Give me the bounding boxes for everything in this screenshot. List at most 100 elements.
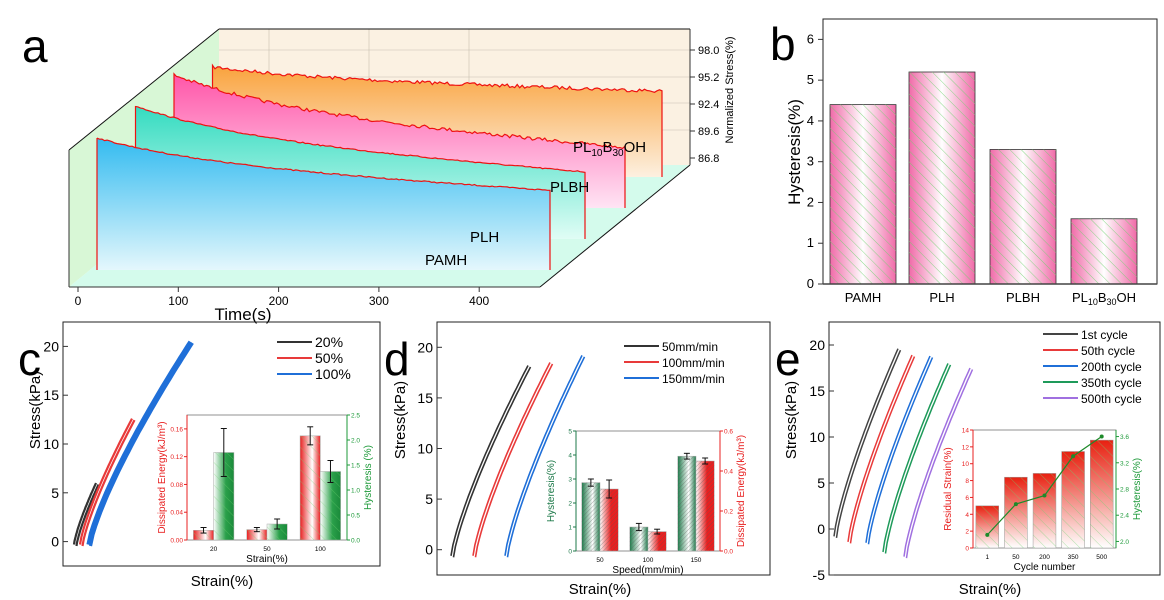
z-tick-label: 89.6 (698, 126, 719, 138)
inset-bar-hatch (213, 452, 234, 540)
curve-150mm-min-unloading (506, 356, 586, 558)
series-label-pamh: PAMH (425, 252, 467, 269)
inset-y2-tick-label: 0.4 (724, 469, 733, 476)
inset-x-tick-label: 500 (1096, 554, 1107, 561)
inset-y2-axis-label: Dissipated Energy(kJ/m³) (736, 435, 747, 547)
panel-label-e: e (775, 333, 801, 385)
inset-y-tick-label: 0 (965, 546, 969, 553)
inset-point-hysteresis (1013, 502, 1018, 507)
inset-y-tick-label: 2 (568, 501, 572, 508)
curve-150mm-min-loading (504, 355, 583, 556)
curve-100pct-unloading (88, 342, 194, 547)
inset-point-hysteresis (985, 532, 990, 537)
inset-y-tick-label: 0.00 (170, 538, 183, 545)
legend-label: 100mm/min (662, 356, 725, 370)
inset-y-tick-label: 0.16 (170, 426, 183, 433)
bar-hatch (1071, 218, 1137, 284)
z-tick-label: 86.8 (698, 153, 719, 165)
series-label-pl10b30oh: PL10B30OH (573, 139, 646, 159)
inset-x-tick-label: 50 (596, 557, 604, 564)
legend-label: 200th cycle (1081, 360, 1142, 374)
curve-50pct-unloading (81, 419, 136, 547)
y-tick-label: 10 (809, 429, 825, 445)
inset-bar-hatch (1033, 473, 1056, 548)
y-tick-label: 0 (425, 542, 433, 558)
curve-50mm-min-unloading (452, 366, 532, 558)
inset-y-axis-label: Residual Strain(%) (943, 447, 954, 530)
legend-label: 20% (315, 334, 343, 350)
inset-x-tick-label: 100 (315, 546, 326, 553)
inset-bar-hatch (975, 505, 999, 548)
inset-y-tick-label: 4 (965, 512, 969, 519)
y-tick-label: 5 (817, 475, 825, 491)
inset-y-tick-label: 10 (962, 461, 970, 468)
inset-point-hysteresis (1042, 493, 1047, 498)
curve-200th-cycle-unloading (867, 357, 934, 545)
area-pamh (97, 138, 550, 270)
y-tick-label: 5 (807, 72, 814, 87)
x-tick-label: 0 (75, 294, 82, 308)
y-tick-label: 15 (43, 387, 59, 403)
panel-b-bar-chart: 0 1 2 3 4 5 6 PAMH PLH PLBH PL10B30OH Hysteresis(%… (785, 18, 1158, 307)
inset-bar-hatch (267, 524, 288, 540)
legend-label: 50th cycle (1081, 344, 1135, 358)
inset-y2-tick-label: 0.2 (724, 509, 733, 516)
curve-20pct-unloading (75, 484, 100, 547)
curve-1st-cycle-loading (833, 348, 899, 537)
inset-y-tick-label: 0.04 (170, 510, 183, 517)
curve-50th-cycle-loading (847, 354, 913, 543)
inset-y-tick-label: 4 (568, 453, 572, 460)
z-tick-label: 92.4 (698, 99, 719, 111)
inset-y2-tick-label: 3.2 (1120, 460, 1129, 467)
inset-y2-tick-label: 1.5 (351, 463, 360, 470)
x-tick-label: PLBH (1006, 290, 1040, 305)
inset-y-tick-label: 0 (568, 549, 572, 556)
x-tick-label: PLH (929, 290, 954, 305)
inset-bar-hatch (300, 435, 321, 540)
inset-y-axis-label: Dissipated Energy(kJ/m³) (157, 421, 168, 533)
panel-label-c: c (18, 333, 41, 385)
inset-y-tick-label: 3 (568, 477, 572, 484)
inset-x-tick-label: 150 (691, 557, 702, 564)
curve-200th-cycle-loading (865, 355, 931, 543)
panel-label-a: a (22, 20, 48, 72)
y-tick-label: 5 (425, 491, 433, 507)
curve-20pct-loading (72, 482, 98, 545)
y-tick-label: -5 (813, 567, 826, 583)
x-tick-label: PAMH (845, 290, 882, 305)
inset-x-tick-label: 50 (263, 546, 271, 553)
bar-hatch (909, 72, 975, 284)
d-x-axis-label: Strain(%) (569, 581, 632, 598)
y-tick-label: 2 (807, 194, 814, 209)
inset-y-tick-label: 0.08 (170, 482, 183, 489)
c-y-axis-label: Stress(kPa) (27, 371, 44, 449)
curve-50mm-min-loading (450, 365, 529, 556)
curve-100mm-min-loading (472, 362, 551, 556)
inset-bar-hatch (600, 489, 619, 551)
legend-label: 500th cycle (1081, 392, 1142, 406)
y-tick-label: 15 (417, 390, 433, 406)
curve-100pct-loading (86, 340, 192, 545)
y-tick-label: 6 (807, 31, 814, 46)
y-tick-label: 1 (807, 235, 814, 250)
curve-350th-cycle-unloading (884, 364, 952, 554)
curve-500th-cycle-unloading (905, 369, 974, 559)
legend-label: 50mm/min (662, 340, 718, 354)
panel-c-line-chart: 0 5 10 15 20 20%50%100% Stress(kPa) Strain(%)… (27, 321, 381, 590)
bar-hatch (830, 104, 896, 284)
inset-y2-tick-label: 2.4 (1120, 513, 1129, 520)
inset-x-tick-label: 350 (1068, 554, 1079, 561)
inset-bar-hatch (1061, 451, 1085, 548)
inset-x-tick-label: 20 (210, 546, 218, 553)
inset-x-axis-label: Cycle number (1014, 562, 1076, 573)
e-y-axis-label: Stress(kPa) (783, 381, 800, 459)
inset-point-hysteresis (1071, 454, 1076, 459)
inset-bar-hatch (1090, 440, 1114, 548)
curve-50th-cycle-unloading (849, 356, 916, 544)
a-z-axis-label: Normalized Stress(%) (724, 37, 736, 144)
inset-y2-tick-label: 0.0 (351, 538, 360, 545)
y-tick-label: 5 (51, 485, 59, 501)
inset-y-tick-label: 5 (568, 429, 572, 436)
